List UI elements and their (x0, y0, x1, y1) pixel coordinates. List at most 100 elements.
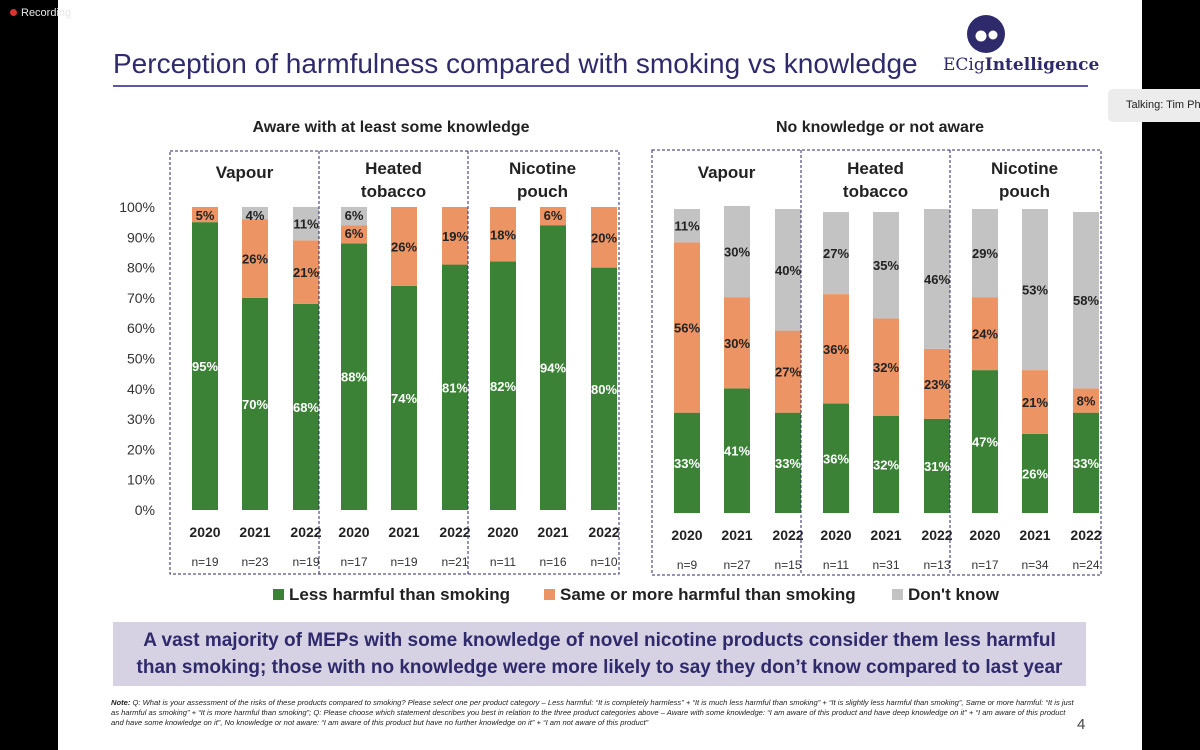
sample-size-label: n=19 (390, 555, 417, 569)
data-label: 6% (345, 208, 364, 223)
bar-less-segment (293, 303, 319, 510)
bar-less-segment (724, 388, 750, 513)
title-divider (113, 85, 1088, 87)
group-title: Aware with at least some knowledge (252, 119, 529, 136)
x-tick-label: 2022 (921, 527, 952, 543)
x-tick-label: 2021 (239, 524, 270, 540)
bar-less-segment (823, 403, 849, 513)
x-tick-label: 2020 (338, 524, 369, 540)
bar-same-segment (674, 242, 700, 413)
sample-size-label: n=23 (241, 555, 268, 569)
y-tick-label: 50% (127, 351, 155, 367)
data-label: 53% (1022, 283, 1048, 298)
data-label: 20% (591, 230, 617, 245)
data-label: 32% (873, 457, 899, 472)
x-tick-label: 2022 (290, 524, 321, 540)
sample-size-label: n=24 (1072, 558, 1099, 572)
data-label: 18% (490, 227, 516, 242)
bar-less-segment (674, 412, 700, 513)
product-name: Nicotine (509, 159, 576, 178)
data-label: 36% (823, 342, 849, 357)
data-label: 8% (1077, 394, 1096, 409)
sample-size-label: n=21 (441, 555, 468, 569)
data-label: 27% (775, 365, 801, 380)
bar-less-segment (242, 297, 268, 510)
data-label: 30% (724, 245, 750, 260)
data-label: 68% (293, 400, 319, 415)
bar-same-segment (242, 219, 268, 298)
product-name: tobacco (361, 182, 426, 201)
sample-size-label: n=16 (539, 555, 566, 569)
sample-size-label: n=11 (823, 558, 849, 572)
slide-title: Perception of harmfulness compared with … (113, 48, 918, 79)
sample-size-label: n=11 (490, 555, 516, 569)
bar-same-segment (442, 207, 468, 265)
group-panel-border (651, 149, 1102, 576)
x-tick-label: 2020 (487, 524, 518, 540)
sample-size-label: n=13 (923, 558, 950, 572)
bar-dk-segment (1022, 209, 1048, 371)
sample-size-label: n=17 (340, 555, 367, 569)
legend-label: Don't know (908, 585, 1000, 604)
sample-size-label: n=19 (292, 555, 319, 569)
x-tick-label: 2020 (820, 527, 851, 543)
bar-less-segment (873, 415, 899, 513)
data-label: 82% (490, 379, 516, 394)
product-name: tobacco (843, 182, 908, 201)
data-label: 11% (674, 219, 700, 234)
bar-dk-segment (674, 209, 700, 243)
legend-swatch-dk (892, 589, 903, 600)
bar-dk-segment (724, 205, 750, 298)
y-tick-label: 80% (127, 260, 155, 276)
bar-less-segment (341, 243, 367, 511)
y-tick-label: 10% (127, 472, 155, 488)
data-label: 27% (823, 246, 849, 261)
y-tick-label: 70% (127, 290, 155, 306)
data-label: 58% (1073, 293, 1099, 308)
sample-size-label: n=9 (677, 558, 698, 572)
group-title: No knowledge or not aware (776, 119, 984, 136)
bar-same-segment (591, 207, 617, 268)
bar-dk-segment (924, 209, 950, 349)
data-label: 46% (924, 272, 950, 287)
bar-dk-segment (873, 212, 899, 319)
x-tick-label: 2020 (189, 524, 220, 540)
x-tick-label: 2021 (388, 524, 419, 540)
bar-dk-segment (972, 209, 998, 298)
x-tick-label: 2022 (1070, 527, 1101, 543)
data-label: 21% (1022, 395, 1048, 410)
legend-label: Less harmful than smoking (289, 585, 510, 604)
note-text: Q: What is your assessment of the risks … (111, 698, 1074, 727)
x-tick-label: 2022 (588, 524, 619, 540)
bar-same-segment (873, 318, 899, 416)
bar-less-segment (192, 222, 218, 510)
bar-same-segment (775, 330, 801, 413)
sample-size-label: n=34 (1021, 558, 1048, 572)
data-label: 33% (1073, 456, 1099, 471)
logo-wordmark: ECigIntelligence (943, 55, 1100, 75)
bar-same-segment (293, 240, 319, 304)
footnote: Note: Q: What is your assessment of the … (111, 698, 1076, 728)
legend-swatch-same (544, 589, 555, 600)
product-name: Vapour (216, 163, 274, 182)
legend-label: Same or more harmful than smoking (560, 585, 856, 604)
recording-label: Recording (21, 7, 72, 19)
y-tick-label: 100% (119, 199, 155, 215)
sample-size-label: n=27 (723, 558, 750, 572)
bar-less-segment (972, 370, 998, 513)
data-label: 80% (591, 382, 617, 397)
group-panel-border (169, 150, 620, 575)
data-label: 36% (823, 451, 849, 466)
product-name: Vapour (698, 163, 756, 182)
bar-dk-segment (293, 207, 319, 241)
data-label: 81% (442, 380, 468, 395)
data-label: 5% (196, 208, 215, 223)
product-name: pouch (517, 182, 568, 201)
logo-icon (967, 15, 1005, 53)
data-label: 31% (924, 459, 950, 474)
bar-same-segment (192, 207, 218, 223)
presentation-slide: Perception of harmfulness compared with … (58, 0, 1142, 750)
data-label: 23% (924, 377, 950, 392)
data-label: 74% (391, 391, 417, 406)
data-label: 6% (544, 208, 563, 223)
